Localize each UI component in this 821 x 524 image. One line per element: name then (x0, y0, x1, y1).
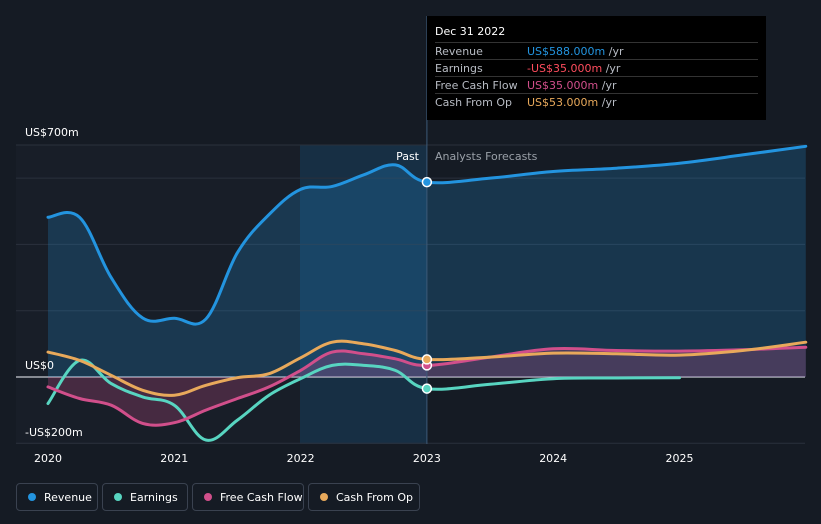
tooltip-row-cash-from-op: Cash From Op US$53.000m /yr (435, 93, 758, 111)
data-point (421, 176, 433, 188)
series-line (46, 345, 808, 427)
tooltip-date: Dec 31 2022 (435, 25, 506, 38)
legend-dot-icon (114, 493, 122, 501)
tooltip-row-free-cash-flow: Free Cash Flow US$35.000m /yr (435, 76, 758, 94)
y-axis-labels: US$700m US$0 -US$200m (25, 126, 83, 439)
legend-dot-icon (28, 493, 36, 501)
tooltip: Dec 31 2022 Revenue US$588.000m /yr Earn… (427, 16, 766, 120)
legend-label: Revenue (44, 491, 92, 504)
tooltip-row-revenue: Revenue US$588.000m /yr (435, 42, 758, 60)
y-tick-label: US$0 (25, 359, 54, 372)
legend-free-cash-flow[interactable]: Free Cash Flow (192, 483, 304, 511)
series-line (46, 339, 808, 397)
series-lines (46, 144, 808, 442)
legend-revenue[interactable]: Revenue (16, 483, 98, 511)
data-point (421, 383, 433, 394)
tooltip-value: US$35.000m /yr (527, 79, 617, 92)
tooltip-label: Cash From Op (435, 96, 513, 109)
legend-label: Cash From Op (336, 491, 414, 504)
tooltip-value: US$588.000m /yr (527, 45, 624, 58)
series-line (46, 144, 808, 326)
y-tick-label: US$700m (25, 126, 79, 139)
highlight-band (300, 145, 427, 444)
legend-cash-from-op[interactable]: Cash From Op (308, 483, 420, 511)
tooltip-label: Revenue (435, 45, 483, 58)
x-axis-labels: 2020 2021 2022 2023 2024 2025 (34, 452, 694, 465)
legend-dot-icon (204, 493, 212, 501)
x-tick-label: 2020 (34, 452, 62, 465)
tooltip-label: Free Cash Flow (435, 79, 518, 92)
legend-label: Free Cash Flow (220, 491, 303, 504)
tooltip-label: Earnings (435, 62, 483, 75)
x-tick-label: 2023 (413, 452, 441, 465)
x-tick-label: 2024 (539, 452, 567, 465)
tooltip-value: -US$35.000m /yr (527, 62, 621, 75)
tooltip-row-earnings: Earnings -US$35.000m /yr (435, 59, 758, 77)
past-label: Past (396, 150, 420, 163)
x-tick-label: 2022 (287, 452, 315, 465)
legend-label: Earnings (130, 491, 178, 504)
tooltip-markers (421, 176, 433, 394)
x-tick-label: 2025 (666, 452, 694, 465)
legend-earnings[interactable]: Earnings (102, 483, 188, 511)
tooltip-value: US$53.000m /yr (527, 96, 617, 109)
legend-dot-icon (320, 493, 328, 501)
series-area (48, 347, 806, 426)
data-point (421, 354, 433, 365)
y-tick-label: -US$200m (25, 426, 83, 439)
x-tick-label: 2021 (160, 452, 188, 465)
series-line (46, 358, 681, 442)
forecast-label: Analysts Forecasts (435, 150, 538, 163)
